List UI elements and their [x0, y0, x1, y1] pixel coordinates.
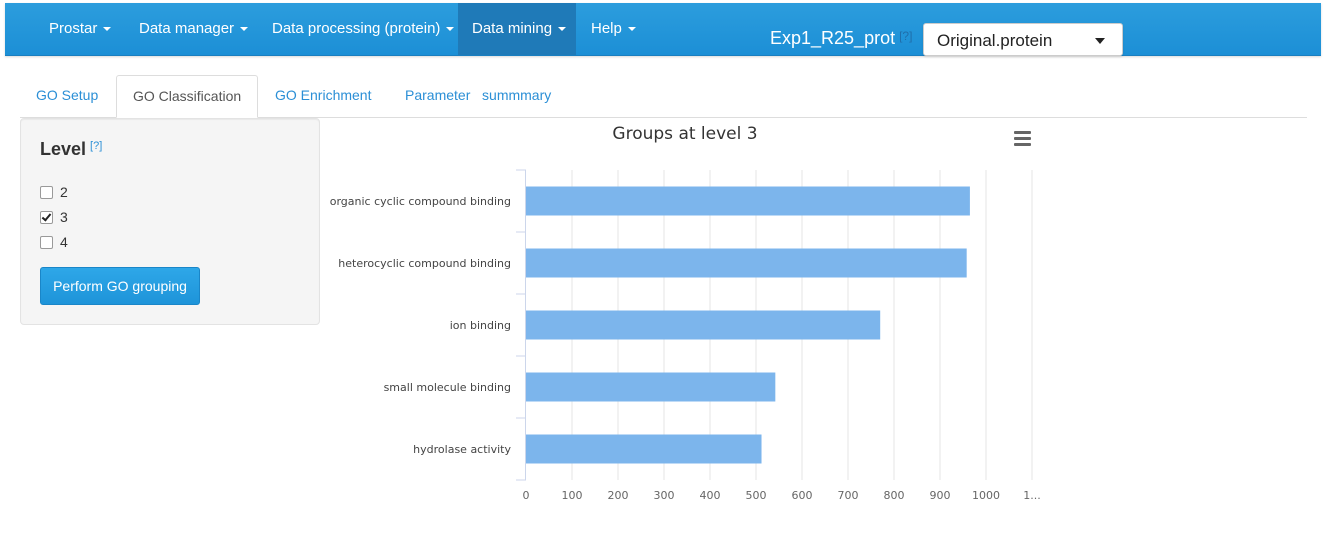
dataset-select[interactable]: Original.protein [923, 23, 1123, 56]
level-3-checkbox[interactable] [40, 211, 53, 224]
x-tick-label: 1... [1023, 489, 1041, 502]
nav-data-manager[interactable]: Data manager [125, 3, 262, 55]
level-panel: Level [?] 2 3 4 Perform GO grouping [20, 118, 320, 325]
x-tick-label: 500 [746, 489, 767, 502]
go-tabs: GO Setup GO Classification GO Enrichment… [20, 75, 1307, 118]
tab-go-setup[interactable]: GO Setup [36, 87, 99, 103]
category-label: organic cyclic compound binding [330, 195, 511, 208]
dropdown-arrow-icon [1095, 38, 1105, 44]
category-label: small molecule binding [384, 381, 511, 394]
x-tick-label: 800 [884, 489, 905, 502]
dataset-title: Exp1_R25_prot [?] [770, 3, 912, 55]
dataset-help-link[interactable]: [?] [899, 29, 913, 43]
caret-down-icon [558, 27, 567, 32]
x-tick-label: 100 [562, 489, 583, 502]
x-tick-label: 400 [700, 489, 721, 502]
chart-menu-icon[interactable] [1014, 131, 1031, 146]
nav-data-manager-label: Data manager [139, 20, 235, 37]
chart-title: Groups at level 3 [612, 124, 758, 144]
x-tick-label: 0 [523, 489, 530, 502]
tab-go-enrichment[interactable]: GO Enrichment [275, 87, 372, 103]
nav-prostar-label: Prostar [49, 20, 98, 37]
nav-data-mining[interactable]: Data mining [458, 3, 576, 55]
level-help-link[interactable]: [?] [90, 140, 103, 152]
level-title-text: Level [40, 139, 87, 159]
dataset-name: Exp1_R25_prot [770, 28, 896, 48]
top-navbar: Prostar Data manager Data processing (pr… [5, 3, 1321, 56]
level-2-label: 2 [60, 184, 68, 200]
level-4-checkbox[interactable] [40, 236, 53, 249]
nav-help[interactable]: Help [577, 3, 650, 55]
bar [526, 186, 970, 216]
bar [526, 310, 881, 340]
nav-data-mining-label: Data mining [472, 20, 553, 37]
dataset-select-value: Original.protein [937, 31, 1053, 50]
nav-data-processing-label: Data processing (protein) [272, 20, 441, 37]
x-tick-label: 200 [608, 489, 629, 502]
caret-down-icon [627, 27, 636, 32]
x-tick-label: 900 [930, 489, 951, 502]
level-2-checkbox[interactable] [40, 186, 53, 199]
category-label: hydrolase activity [413, 443, 511, 456]
level-title: Level [?] [40, 139, 102, 160]
nav-help-label: Help [591, 20, 622, 37]
level-3-label: 3 [60, 209, 68, 225]
tab-parameter-summary[interactable]: Parameter summmary [405, 87, 552, 103]
bar [526, 434, 762, 464]
caret-down-icon [103, 27, 112, 32]
level-4-label: 4 [60, 234, 68, 250]
nav-data-processing[interactable]: Data processing (protein) [258, 3, 468, 55]
x-tick-label: 300 [654, 489, 675, 502]
tab-go-classification[interactable]: GO Classification [116, 75, 259, 118]
category-label: heterocyclic compound binding [338, 257, 511, 270]
category-label: ion binding [450, 319, 511, 332]
nav-prostar[interactable]: Prostar [35, 3, 125, 55]
x-tick-label: 600 [792, 489, 813, 502]
caret-down-icon [446, 27, 455, 32]
bar [526, 248, 967, 278]
perform-go-grouping-button[interactable]: Perform GO grouping [40, 267, 200, 305]
x-tick-label: 1000 [972, 489, 1000, 502]
x-tick-label: 700 [838, 489, 859, 502]
bar [526, 372, 776, 402]
caret-down-icon [240, 27, 249, 32]
